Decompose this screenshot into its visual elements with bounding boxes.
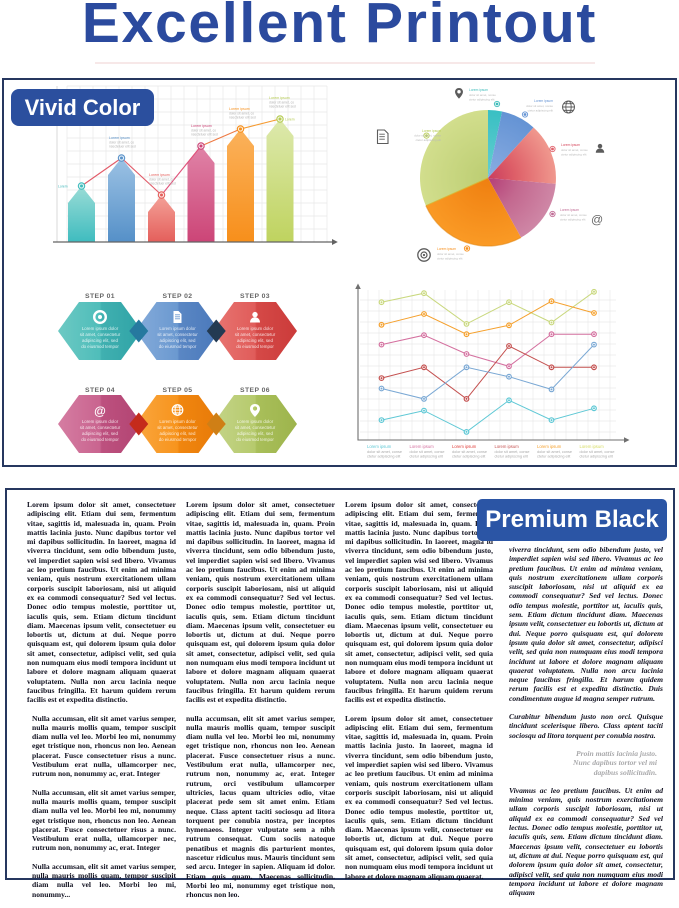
svg-text:do eiusmod tempor: do eiusmod tempor [236,437,274,442]
svg-text:nsectetuer elit sed: nsectetuer elit sed [109,145,136,149]
svg-text:Lorem ipsum: Lorem ipsum [422,129,441,133]
svg-text:nsectetuer elit sed: nsectetuer elit sed [269,105,296,109]
svg-text:dolor sit amet, co: dolor sit amet, co [229,111,254,115]
svg-text:STEP 04: STEP 04 [85,387,115,394]
svg-text:dolor sit amet, conse: dolor sit amet, conse [537,450,572,454]
svg-text:STEP 05: STEP 05 [163,387,193,394]
svg-text:ctetur adipiscing elit: ctetur adipiscing elit [528,109,554,113]
svg-text:dolor sit amet, co: dolor sit amet, co [149,177,174,181]
svg-text:STEP 03: STEP 03 [240,293,270,300]
svg-text:do eiusmod tempor: do eiusmod tempor [81,437,119,442]
svg-text:Lorem ipsum: Lorem ipsum [561,143,580,147]
svg-text:adipiscing elit, sed: adipiscing elit, sed [160,431,196,436]
svg-text:adipiscing elit, sed: adipiscing elit, sed [237,431,273,436]
svg-text:sit amet, consectetur: sit amet, consectetur [157,425,198,430]
svg-text:dolor sit amet, conse: dolor sit amet, conse [561,148,588,152]
svg-text:sit amet, consectetur: sit amet, consectetur [80,425,121,430]
svg-text:Lorem ipsum: Lorem ipsum [580,444,605,449]
svg-text:STEP 02: STEP 02 [163,293,193,300]
svg-text:dolor sit amet, conse: dolor sit amet, conse [367,450,402,454]
svg-text:Lorem ipsum: Lorem ipsum [229,107,250,111]
svg-text:dolor sit amet, co: dolor sit amet, co [191,128,216,132]
svg-text:ctetur adipiscing elit: ctetur adipiscing elit [495,455,529,459]
svg-text:Lorem ipsum: Lorem ipsum [269,96,290,100]
svg-text:Lorem ipsum: Lorem ipsum [495,444,520,449]
svg-text:@: @ [591,213,603,227]
svg-text:dolor sit amet, nonse: dolor sit amet, nonse [526,104,553,108]
svg-text:adipiscing elit, sed: adipiscing elit, sed [237,338,273,343]
svg-text:Lorem ipsum dolor: Lorem ipsum dolor [159,326,196,331]
svg-text:dolor sit amet, nonse: dolor sit amet, nonse [414,134,441,138]
svg-text:Lorem ipsum dolor: Lorem ipsum dolor [159,419,196,424]
svg-text:Lorem ipsum: Lorem ipsum [452,444,477,449]
svg-text:dolor sit amet, conse: dolor sit amet, conse [410,450,445,454]
svg-text:Lorem ipsum: Lorem ipsum [191,124,212,128]
svg-text:dolor sit amet, conse: dolor sit amet, conse [452,450,487,454]
svg-text:dolor sit amet, conse: dolor sit amet, conse [437,252,464,256]
svg-text:Lorem ipsum dolor: Lorem ipsum dolor [82,419,119,424]
svg-text:ctetur adipiscing elit: ctetur adipiscing elit [580,455,614,459]
svg-text:adipiscing elit, sed: adipiscing elit, sed [82,431,118,436]
svg-text:@: @ [94,404,106,418]
svg-text:Lorem ipsum: Lorem ipsum [560,208,579,212]
svg-text:ctetur adipiscing elit: ctetur adipiscing elit [416,138,442,142]
svg-text:adipiscing elit, sed: adipiscing elit, sed [82,338,118,343]
svg-text:Lorem ipsum: Lorem ipsum [367,444,392,449]
svg-text:Lorem ipsum: Lorem ipsum [109,136,130,140]
svg-text:sit amet, consectetur: sit amet, consectetur [235,425,276,430]
svg-text:STEP 06: STEP 06 [240,387,270,394]
svg-text:Lorem ipsum: Lorem ipsum [149,173,170,177]
svg-text:do eiusmod tempor: do eiusmod tempor [81,344,119,349]
svg-text:Lorem ipsum: Lorem ipsum [534,99,553,103]
svg-text:Lorem ipsum dolor: Lorem ipsum dolor [237,419,274,424]
svg-text:ctetur adipiscing elit: ctetur adipiscing elit [537,455,571,459]
svg-text:ctetur adipiscing elit: ctetur adipiscing elit [560,218,586,222]
svg-text:dolor sit amet, nonse: dolor sit amet, nonse [469,93,496,97]
svg-text:ctetur adipiscing elit: ctetur adipiscing elit [452,455,486,459]
svg-text:Lorem ipsum dolor: Lorem ipsum dolor [237,326,274,331]
svg-text:do eiusmod tempor: do eiusmod tempor [159,437,197,442]
svg-text:ctetur adipiscing elit: ctetur adipiscing elit [410,455,444,459]
svg-text:ctetur adipiscing elit: ctetur adipiscing elit [561,153,587,157]
svg-text:ctetur adipiscing elit: ctetur adipiscing elit [469,98,495,102]
svg-text:Lorem: Lorem [58,185,68,189]
svg-text:STEP 01: STEP 01 [85,293,115,300]
svg-text:sit amet, consectetur: sit amet, consectetur [235,332,276,337]
svg-text:Lorem ipsum: Lorem ipsum [469,88,488,92]
svg-text:dolor sit amet, co: dolor sit amet, co [109,140,134,144]
svg-text:dolor sit amet, co: dolor sit amet, co [269,100,294,104]
svg-text:Lorem ipsum: Lorem ipsum [537,444,562,449]
svg-text:dolor sit amet, conse: dolor sit amet, conse [580,450,615,454]
svg-text:Lorem ipsum dolor: Lorem ipsum dolor [82,326,119,331]
svg-text:nsectetuer elit sed: nsectetuer elit sed [191,133,218,137]
svg-text:ctetur adipiscing elit: ctetur adipiscing elit [437,257,463,261]
svg-text:ctetur adipiscing elit: ctetur adipiscing elit [367,455,401,459]
svg-text:Lorem: Lorem [285,118,295,122]
svg-text:dolor sit amet, conse: dolor sit amet, conse [495,450,530,454]
svg-text:Lorem ipsum: Lorem ipsum [437,247,456,251]
svg-text:do eiusmod tempor: do eiusmod tempor [159,344,197,349]
svg-text:sit amet, consectetur: sit amet, consectetur [157,332,198,337]
svg-text:nsectetuer elit sed: nsectetuer elit sed [229,116,256,120]
svg-text:do eiusmod tempor: do eiusmod tempor [236,344,274,349]
svg-text:dolor sit amet, conse: dolor sit amet, conse [560,213,587,217]
svg-text:Lorem ipsum: Lorem ipsum [410,444,435,449]
svg-text:nsectetuer elit sed: nsectetuer elit sed [149,182,176,186]
svg-text:adipiscing elit, sed: adipiscing elit, sed [160,338,196,343]
svg-text:sit amet, consectetur: sit amet, consectetur [80,332,121,337]
